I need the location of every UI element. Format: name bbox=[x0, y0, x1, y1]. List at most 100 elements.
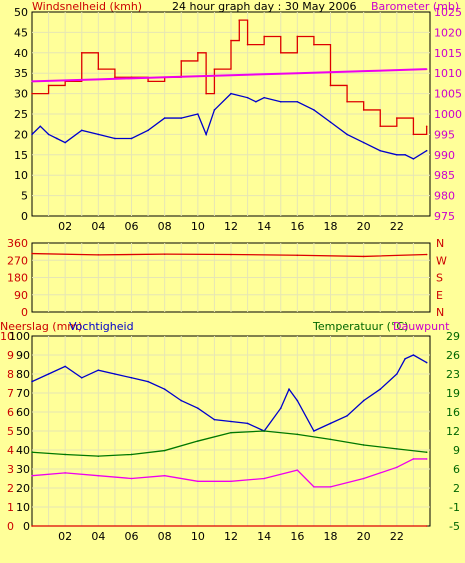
wind-gust-point bbox=[425, 149, 428, 152]
wind-gust-point bbox=[31, 133, 33, 136]
humidity-point bbox=[379, 388, 382, 391]
wind-speed-point bbox=[238, 19, 241, 21]
humidity-point bbox=[47, 373, 50, 375]
wind-gust-point bbox=[197, 113, 199, 115]
wind-speed-point bbox=[313, 43, 315, 46]
humidity-tick-label: 10 bbox=[16, 501, 30, 514]
wind-speed-point bbox=[246, 43, 249, 46]
dewpoint-point bbox=[296, 469, 299, 471]
wind-gust-point bbox=[114, 137, 116, 140]
barometer-point bbox=[425, 68, 428, 70]
wind-speed-line bbox=[32, 19, 428, 136]
x-tick-label: 08 bbox=[158, 530, 172, 543]
wind-tick-label: 45 bbox=[14, 26, 28, 39]
humidity-point bbox=[346, 415, 348, 417]
temperature-point bbox=[130, 453, 133, 456]
wind-gust-point bbox=[246, 96, 249, 99]
compass-tick-label: W bbox=[436, 254, 447, 267]
wind-speed-point bbox=[230, 39, 232, 42]
humidity-point bbox=[425, 361, 428, 364]
temperature-point bbox=[263, 430, 265, 432]
humidity-point bbox=[97, 369, 100, 372]
x-tick-label: 06 bbox=[125, 530, 139, 543]
direction-tick-label: 180 bbox=[7, 272, 28, 285]
barometer-tick-label: 1015 bbox=[434, 47, 462, 60]
x-tick-label: 12 bbox=[224, 220, 238, 233]
dewpoint-point bbox=[130, 477, 133, 480]
humidity-point bbox=[404, 358, 406, 360]
barometer-tick-label: 990 bbox=[434, 149, 455, 162]
wind-speed-point bbox=[114, 76, 116, 79]
x-tick-label: 02 bbox=[58, 530, 72, 543]
humidity-tick-label: 0 bbox=[23, 520, 30, 533]
x-tick-label: 14 bbox=[257, 220, 271, 233]
temperature-point bbox=[425, 451, 428, 454]
humidity-point bbox=[230, 420, 232, 423]
wind-speed-point bbox=[80, 52, 83, 54]
temperature-point bbox=[97, 455, 100, 457]
temperature-tick-label: 29 bbox=[446, 330, 460, 343]
dewpoint-point bbox=[329, 486, 332, 488]
temperature-tick-label: 9 bbox=[453, 444, 460, 457]
dewpoint-point bbox=[197, 480, 199, 483]
humidity-point bbox=[313, 430, 315, 432]
humidity-point bbox=[213, 418, 216, 421]
wind-gust-point bbox=[147, 129, 149, 132]
barometer-tick-label: 980 bbox=[434, 190, 455, 203]
wind-direction-point bbox=[97, 254, 100, 256]
barometer-tick-label: 1005 bbox=[434, 88, 462, 101]
temperature-tick-label: 6 bbox=[453, 463, 460, 476]
humidity-point bbox=[288, 388, 290, 391]
temperature-point bbox=[362, 444, 365, 446]
wind-tick-label: 50 bbox=[14, 6, 28, 19]
wind-gust-point bbox=[404, 154, 406, 156]
x-tick-label: 20 bbox=[357, 220, 371, 233]
rain-tick-label: 1 bbox=[7, 501, 14, 514]
barometer-tick-label: 1000 bbox=[434, 108, 462, 121]
wind-direction-point bbox=[362, 255, 365, 258]
wind-speed-point bbox=[329, 84, 332, 87]
humidity-point bbox=[412, 354, 415, 356]
temperature-point bbox=[31, 451, 33, 454]
humidity-point bbox=[296, 399, 299, 402]
humidity-tick-label: 100 bbox=[9, 330, 30, 343]
rain-tick-label: 4 bbox=[7, 444, 14, 457]
wind-direction-point bbox=[230, 253, 232, 256]
wind-speed-point bbox=[97, 68, 100, 70]
wind-speed-label: Windsnelheid (kmh) bbox=[32, 0, 142, 13]
humidity-point bbox=[31, 380, 33, 383]
humidity-label: Vochtigheid bbox=[69, 320, 134, 333]
humidity-tick-label: 40 bbox=[16, 444, 30, 457]
temperature-point bbox=[230, 431, 232, 434]
temperature-label: Temperatuur (°C) bbox=[312, 320, 408, 333]
direction-tick-label: 0 bbox=[21, 306, 28, 319]
wind-gust-point bbox=[412, 158, 415, 160]
x-tick-label: 04 bbox=[91, 220, 105, 233]
humidity-tick-label: 50 bbox=[16, 425, 30, 438]
rain-point bbox=[425, 525, 428, 527]
x-tick-label: 22 bbox=[390, 220, 404, 233]
wind-tick-label: 20 bbox=[14, 128, 28, 141]
wind-speed-point bbox=[412, 133, 415, 136]
x-tick-label: 22 bbox=[390, 530, 404, 543]
barometer-tick-label: 995 bbox=[434, 128, 455, 141]
wind-tick-label: 10 bbox=[14, 169, 28, 182]
humidity-point bbox=[180, 399, 183, 402]
humidity-point bbox=[329, 422, 332, 425]
temperature-point bbox=[197, 440, 199, 442]
direction-tick-label: 360 bbox=[7, 237, 28, 250]
x-tick-label: 04 bbox=[91, 530, 105, 543]
dewpoint-point bbox=[313, 486, 315, 488]
wind-speed-point bbox=[47, 84, 50, 87]
wind-direction-point bbox=[296, 254, 299, 257]
humidity-point bbox=[396, 373, 398, 375]
wind-tick-label: 5 bbox=[21, 190, 28, 203]
wind-gust-point bbox=[163, 117, 166, 119]
wind-gust-point bbox=[263, 96, 265, 99]
dewpoint-point bbox=[362, 477, 365, 480]
wind-speed-point bbox=[396, 117, 398, 119]
wind-gust-point bbox=[329, 121, 332, 123]
